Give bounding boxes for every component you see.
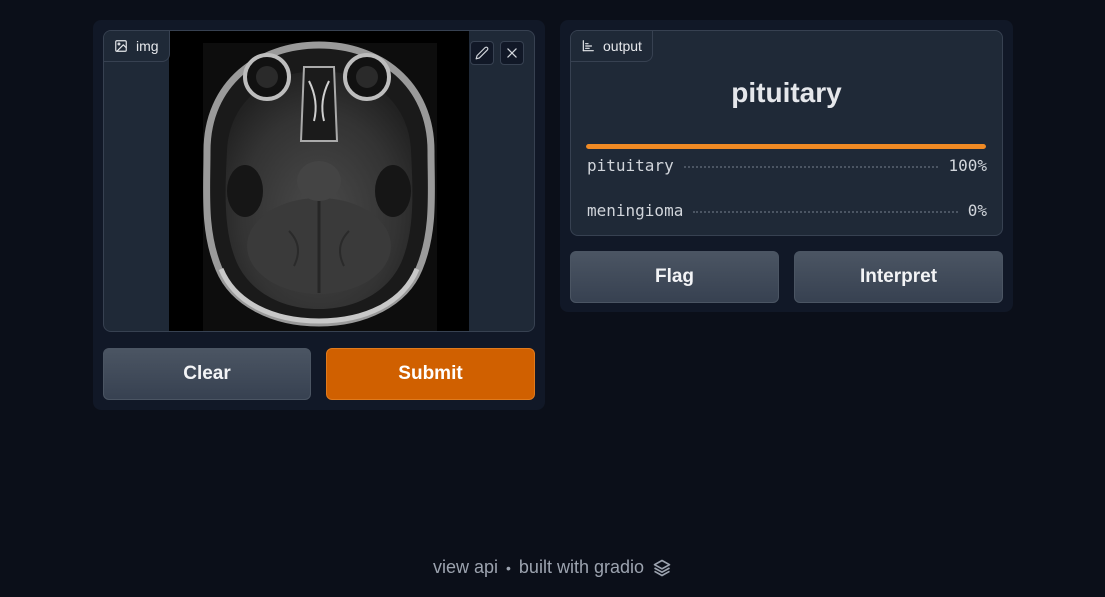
flag-button[interactable]: Flag	[570, 251, 779, 303]
output-label-text: output	[603, 38, 642, 54]
bar-chart-icon	[581, 39, 595, 53]
output-panel: output pituitary pituitary 100% meningio…	[560, 20, 1013, 312]
built-with-gradio-link[interactable]: built with gradio	[518, 557, 644, 577]
dotted-leader	[683, 166, 939, 168]
confidence-label: meningioma	[587, 201, 684, 220]
edit-image-button[interactable]	[470, 41, 494, 65]
confidence-value: 100%	[948, 156, 987, 175]
submit-button[interactable]: Submit	[326, 348, 535, 400]
remove-image-button[interactable]	[500, 41, 524, 65]
confidence-row: meningioma 0%	[587, 201, 987, 220]
confidence-value: 0%	[967, 201, 987, 220]
image-input[interactable]: img	[103, 30, 535, 332]
output-label: output	[571, 31, 653, 62]
confidence-row: pituitary 100%	[587, 156, 987, 175]
confidence-bar-fill	[586, 144, 986, 149]
confidence-label: pituitary	[587, 156, 674, 175]
predicted-class: pituitary	[731, 77, 842, 108]
gradio-logo-icon	[652, 558, 672, 578]
input-panel: img	[93, 20, 545, 410]
confidence-bar	[586, 144, 986, 149]
clear-button[interactable]: Clear	[103, 348, 311, 400]
image-icon	[114, 39, 128, 53]
mri-image	[169, 31, 469, 331]
pencil-icon	[475, 46, 489, 60]
output-label-block: output pituitary pituitary 100% meningio…	[570, 30, 1003, 236]
dotted-leader	[693, 211, 958, 213]
footer: view api • built with gradio	[0, 557, 1105, 578]
image-label: img	[104, 31, 170, 62]
view-api-link[interactable]: view api	[432, 557, 499, 577]
image-label-text: img	[136, 38, 159, 54]
footer-separator: •	[506, 559, 511, 576]
close-icon	[505, 46, 519, 60]
interpret-button[interactable]: Interpret	[794, 251, 1003, 303]
